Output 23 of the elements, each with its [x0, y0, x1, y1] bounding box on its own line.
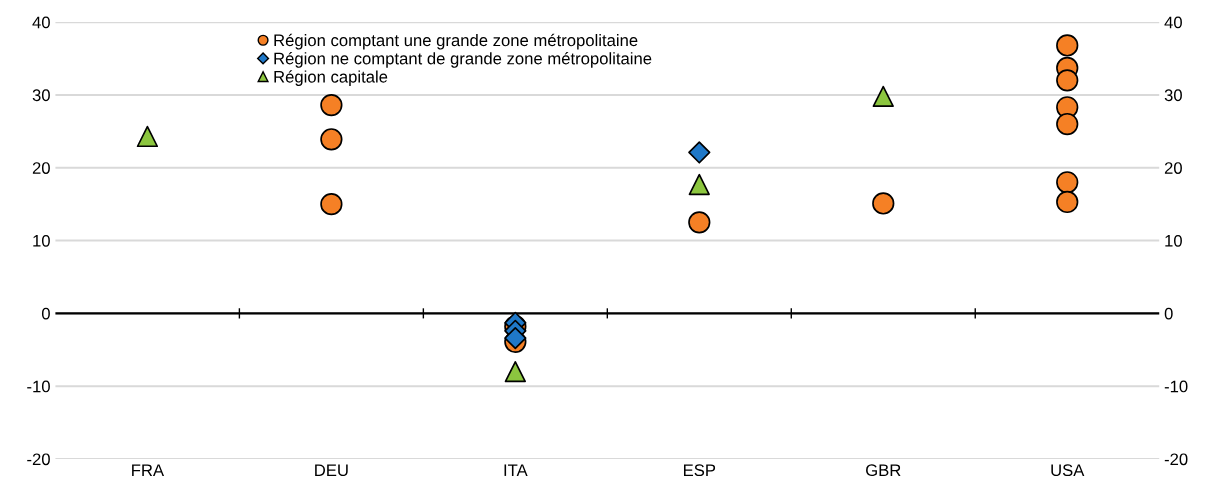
y2-tick-label: 10 — [1165, 234, 1182, 247]
y2-tick-label: 30 — [1164, 89, 1182, 102]
y-tick-label: 0 — [41, 307, 50, 320]
y-tick-label: 30 — [32, 89, 50, 102]
y2-tick-label: 0 — [1164, 307, 1173, 320]
x-tick-label: ITA — [504, 464, 528, 476]
x-tick-label: ESP — [683, 464, 716, 477]
y-tick-label: 20 — [32, 162, 50, 174]
legend-label: Région capitale — [274, 70, 388, 86]
y2-tick-label: -10 — [1164, 380, 1188, 393]
x-tick-label: DEU — [315, 464, 348, 477]
legend-label: Région ne comptant de grande zone métropolitaine — [274, 52, 652, 68]
y-tick-label: 40 — [32, 16, 50, 29]
y2-tick-label: 20 — [1164, 162, 1182, 174]
y-tick-label: -20 — [27, 453, 50, 466]
y2-tick-label: -20 — [1164, 453, 1188, 466]
y-tick-label: 10 — [33, 234, 50, 247]
y-tick-label: -10 — [27, 380, 50, 393]
x-tick-label: GBR — [866, 464, 901, 477]
legend-label: Région comptant une grande zone métropolitaine — [274, 33, 638, 50]
x-tick-label: FRA — [132, 464, 165, 476]
x-tick-label: USA — [1051, 464, 1085, 477]
y2-tick-label: 40 — [1164, 16, 1182, 29]
